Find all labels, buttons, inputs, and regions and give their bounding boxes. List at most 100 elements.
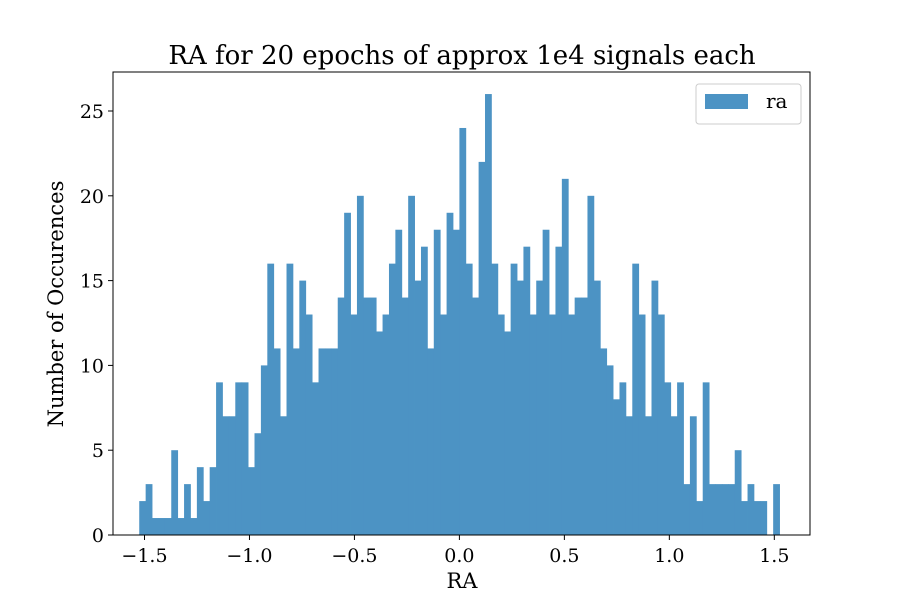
histogram-bar [267, 263, 275, 535]
histogram-bar [632, 263, 640, 535]
histogram-bar [645, 416, 652, 535]
histogram-bar [549, 314, 556, 535]
histogram-bar [440, 314, 447, 535]
histogram-bar [625, 416, 633, 535]
histogram-bar [459, 127, 467, 535]
histogram-bar [709, 484, 716, 535]
x-tick-label: 0.5 [549, 545, 579, 567]
histogram-bar [536, 280, 544, 535]
histogram-bar [504, 331, 512, 535]
x-tick-label: −1.5 [121, 545, 167, 567]
histogram-bar [696, 501, 704, 535]
histogram-bar [741, 501, 748, 535]
histogram-bar [382, 314, 390, 535]
histogram-bar [196, 467, 204, 535]
y-tick-label: 15 [80, 271, 104, 293]
histogram-bar [453, 229, 460, 536]
histogram-bar [689, 416, 697, 535]
x-tick-label: 1.5 [759, 545, 789, 567]
histogram-bar [619, 382, 627, 535]
histogram-bar [408, 195, 415, 535]
histogram-bar [318, 348, 326, 535]
histogram-bar [638, 314, 646, 535]
histogram-bar [472, 297, 480, 535]
histogram-bar [152, 518, 159, 535]
histogram-bar [491, 263, 499, 535]
histogram-bar [164, 518, 172, 535]
y-axis-ticks: 0 5 10 15 20 25 [80, 101, 113, 547]
histogram-bar [485, 94, 492, 536]
histogram-bar [216, 382, 223, 535]
histogram-bar [587, 195, 595, 535]
histogram-bar [728, 484, 736, 535]
histogram-bar [517, 280, 524, 535]
x-axis-label: RA [447, 569, 479, 593]
legend-swatch [705, 94, 748, 109]
histogram-bar [753, 501, 761, 535]
histogram-bar [331, 348, 339, 535]
histogram-bar [312, 382, 319, 535]
y-tick-label: 25 [80, 101, 104, 123]
histogram-bar [721, 484, 729, 535]
histogram-bar [376, 331, 383, 535]
histogram-bar [510, 263, 518, 535]
histogram-bar [228, 416, 236, 535]
y-tick-label: 0 [92, 525, 104, 547]
histogram-bar [606, 365, 614, 535]
histogram-bar [542, 229, 550, 536]
histogram-bar [184, 484, 191, 535]
histogram-bar [414, 280, 422, 535]
histogram-bar [280, 416, 287, 535]
histogram-bar [388, 263, 396, 535]
histogram-bar [248, 467, 255, 535]
histogram-bar [171, 450, 179, 535]
chart-title: RA for 20 epochs of approx 1e4 signals e… [168, 41, 756, 71]
plot-frame [112, 71, 811, 536]
x-tick-label: −1.0 [226, 545, 272, 567]
histogram-bar [395, 229, 403, 536]
x-tick-label: 0.0 [444, 545, 474, 567]
histogram-bar [222, 416, 230, 535]
legend: ra [695, 83, 802, 125]
histogram-bar [664, 382, 672, 535]
histogram-bar [561, 178, 569, 535]
histogram-bar [523, 246, 531, 535]
histogram-bar [420, 246, 428, 535]
histogram-bar [702, 382, 710, 535]
histogram-bar [715, 484, 723, 535]
histogram-bar [773, 484, 780, 535]
histogram-bar [299, 280, 307, 535]
histogram-bar [446, 212, 454, 535]
histogram-bar [158, 518, 166, 535]
histogram-bar [670, 416, 678, 535]
histogram-bar [273, 348, 281, 535]
histogram-bar [677, 382, 684, 535]
histogram-bar [305, 314, 313, 535]
histogram-bar [292, 348, 300, 535]
histogram-bar [145, 484, 153, 535]
y-axis-label: Number of Occurences [44, 181, 68, 428]
histogram-bar [209, 467, 217, 535]
histogram-bar [401, 297, 409, 535]
y-tick-label: 20 [80, 186, 104, 208]
histogram-bar [683, 484, 691, 535]
histogram-bar [465, 263, 473, 535]
histogram-bar [651, 280, 659, 535]
histogram-bar [555, 246, 563, 535]
histogram-bar [734, 450, 742, 535]
histogram-bar [139, 501, 147, 535]
histogram-bar [574, 297, 582, 535]
histogram-bar [177, 518, 185, 535]
histogram-bar [581, 297, 588, 535]
y-tick-label: 5 [92, 440, 104, 462]
histogram-bar [337, 297, 345, 535]
x-tick-label: −0.5 [331, 545, 377, 567]
histogram-bar [433, 229, 441, 536]
histogram-bar [568, 314, 576, 535]
histogram-bar [497, 314, 505, 535]
histogram-bar [241, 382, 249, 535]
histogram-bar [254, 433, 262, 535]
x-tick-label: 1.0 [654, 545, 684, 567]
